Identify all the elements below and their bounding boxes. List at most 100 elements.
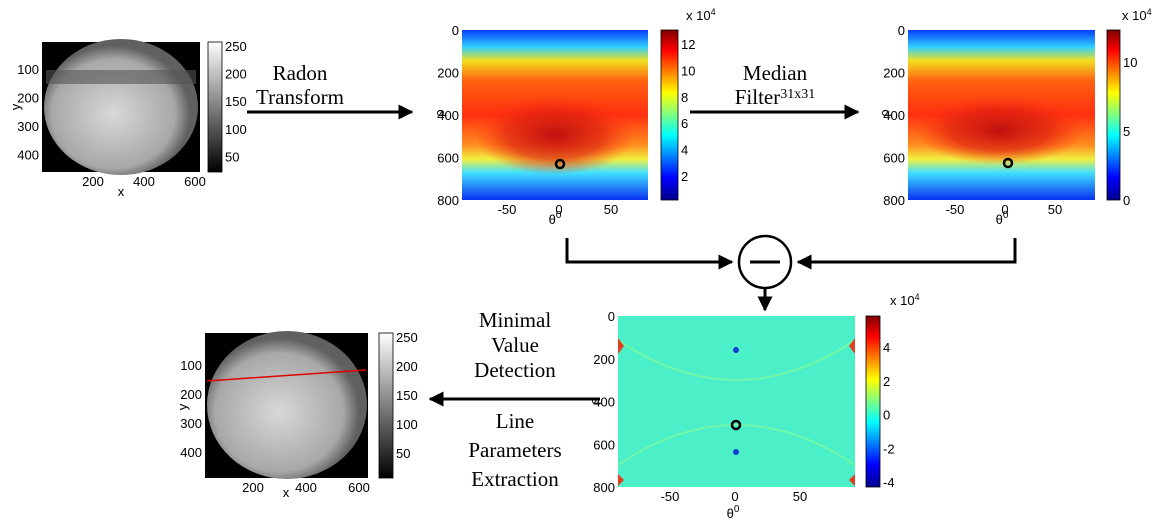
colorbar-scale-sup: 4 <box>1147 7 1152 17</box>
x-axis-label: x <box>283 485 290 500</box>
colorbar-tick-label: 4 <box>681 143 688 158</box>
colorbar-scale: x 104 <box>1122 7 1152 23</box>
x-tick-label: -50 <box>661 489 680 504</box>
step-label-sup: 31x31 <box>780 87 815 102</box>
x-tick-label: 400 <box>133 174 155 189</box>
colorbar-tick-label: 200 <box>396 359 418 374</box>
colorbar-scale: x 104 <box>890 292 920 308</box>
x-tick-label: 200 <box>242 480 264 495</box>
colorbar-tick-label: 5 <box>1123 124 1130 139</box>
colorbar <box>660 29 679 201</box>
x-tick-label: 50 <box>604 202 618 217</box>
colorbar-tick-label: -4 <box>883 475 895 490</box>
y-tick-label: 100 <box>180 358 202 373</box>
colorbar-tick-label: 10 <box>1123 55 1137 70</box>
y-axis-label: y <box>8 103 23 110</box>
y-tick-label: 300 <box>17 119 39 134</box>
x-axis-label-text: θ <box>549 212 556 227</box>
y-tick-label: 600 <box>437 151 459 166</box>
colorbar-tick-label: 250 <box>225 39 247 54</box>
colorbar-tick-label: 250 <box>396 330 418 345</box>
x-axis-label-text: θ <box>996 212 1003 227</box>
colorbar <box>865 315 881 488</box>
colorbar-scale-text: x 10 <box>686 8 711 23</box>
y-tick-label: 800 <box>437 193 459 208</box>
colorbar-tick-label: 150 <box>225 94 247 109</box>
colorbar-tick-label: 100 <box>225 122 247 137</box>
x-axis-label: θ0 <box>996 210 1009 227</box>
x-axis-label-text: x <box>283 485 290 500</box>
colorbar-tick-label: 8 <box>681 90 688 105</box>
y-tick-label: 200 <box>17 91 39 106</box>
y-tick-label: 0 <box>452 23 459 38</box>
step-label: Parameters <box>468 438 561 462</box>
step-label: Detection <box>474 358 556 382</box>
input-image <box>42 39 200 175</box>
y-tick-label: 800 <box>593 480 615 495</box>
y-tick-label: 0 <box>898 23 905 38</box>
step-label: Median <box>743 61 808 85</box>
y-tick-label: 200 <box>593 352 615 367</box>
y-tick-label: 600 <box>883 151 905 166</box>
y-tick-label: 200 <box>180 387 202 402</box>
colorbar-tick-label: 2 <box>883 374 890 389</box>
colorbar-scale-text: x 10 <box>1122 8 1147 23</box>
x-axis-label: x <box>118 184 125 199</box>
x-tick-label: 50 <box>793 489 807 504</box>
result-image <box>205 331 368 479</box>
colorbar-scale-sup: 4 <box>711 7 716 17</box>
x-tick-label: 0 <box>1001 202 1008 217</box>
x-axis-label-text: x <box>118 184 125 199</box>
step-label: Value <box>491 333 539 357</box>
colorbar <box>207 41 223 173</box>
colorbar-scale-sup: 4 <box>915 292 920 302</box>
y-tick-label: 800 <box>883 193 905 208</box>
x-tick-label: 200 <box>82 174 104 189</box>
colorbar-tick-label: 4 <box>883 340 890 355</box>
colorbar-tick-label: 50 <box>396 446 410 461</box>
x-axis-label-sup: 0 <box>1003 210 1009 221</box>
y-tick-label: 300 <box>180 416 202 431</box>
x-tick-label: -50 <box>946 202 965 217</box>
y-axis-label: ρ <box>877 109 892 116</box>
x-axis-label: θ0 <box>549 210 562 227</box>
y-axis-label: y <box>175 403 190 410</box>
y-tick-label: 200 <box>883 66 905 81</box>
colorbar-tick-label: 0 <box>1123 193 1130 208</box>
step-label-text: Filter <box>735 85 781 109</box>
y-axis-label: ρ <box>432 109 447 116</box>
x-axis-label-text: θ <box>727 506 734 521</box>
y-tick-label: 400 <box>437 108 459 123</box>
y-tick-label: 100 <box>17 62 39 77</box>
colorbar-tick-label: 150 <box>396 388 418 403</box>
arrows <box>247 104 1017 407</box>
difference-image <box>617 316 856 487</box>
x-tick-label: 600 <box>184 174 206 189</box>
y-tick-label: 0 <box>608 309 615 324</box>
colorbar-tick-label: 200 <box>225 67 247 82</box>
step-label: Line <box>496 409 534 433</box>
colorbar-tick-label: 100 <box>396 417 418 432</box>
y-tick-label: 600 <box>593 437 615 452</box>
x-tick-label: 400 <box>295 480 317 495</box>
x-tick-label: 0 <box>555 202 562 217</box>
colorbar-scale-text: x 10 <box>890 293 915 308</box>
step-label: Filter31x31 <box>735 85 816 109</box>
step-label: Minimal <box>479 308 551 332</box>
colorbar-tick-label: 0 <box>883 408 890 423</box>
y-tick-label: 200 <box>437 66 459 81</box>
filtered-image <box>908 30 1095 200</box>
colorbar <box>1106 29 1121 201</box>
colorbar-tick-label: 50 <box>225 149 239 164</box>
x-tick-label: 0 <box>731 489 738 504</box>
colorbar-tick-label: -2 <box>883 441 895 456</box>
x-axis-label-sup: 0 <box>734 504 740 515</box>
x-tick-label: 50 <box>1048 202 1062 217</box>
colorbar-tick-label: 10 <box>681 63 695 78</box>
step-label: Radon <box>273 61 328 85</box>
x-tick-label: 600 <box>348 480 370 495</box>
radon-image <box>462 30 648 200</box>
y-tick-label: 400 <box>17 148 39 163</box>
step-label: Transform <box>256 85 344 109</box>
